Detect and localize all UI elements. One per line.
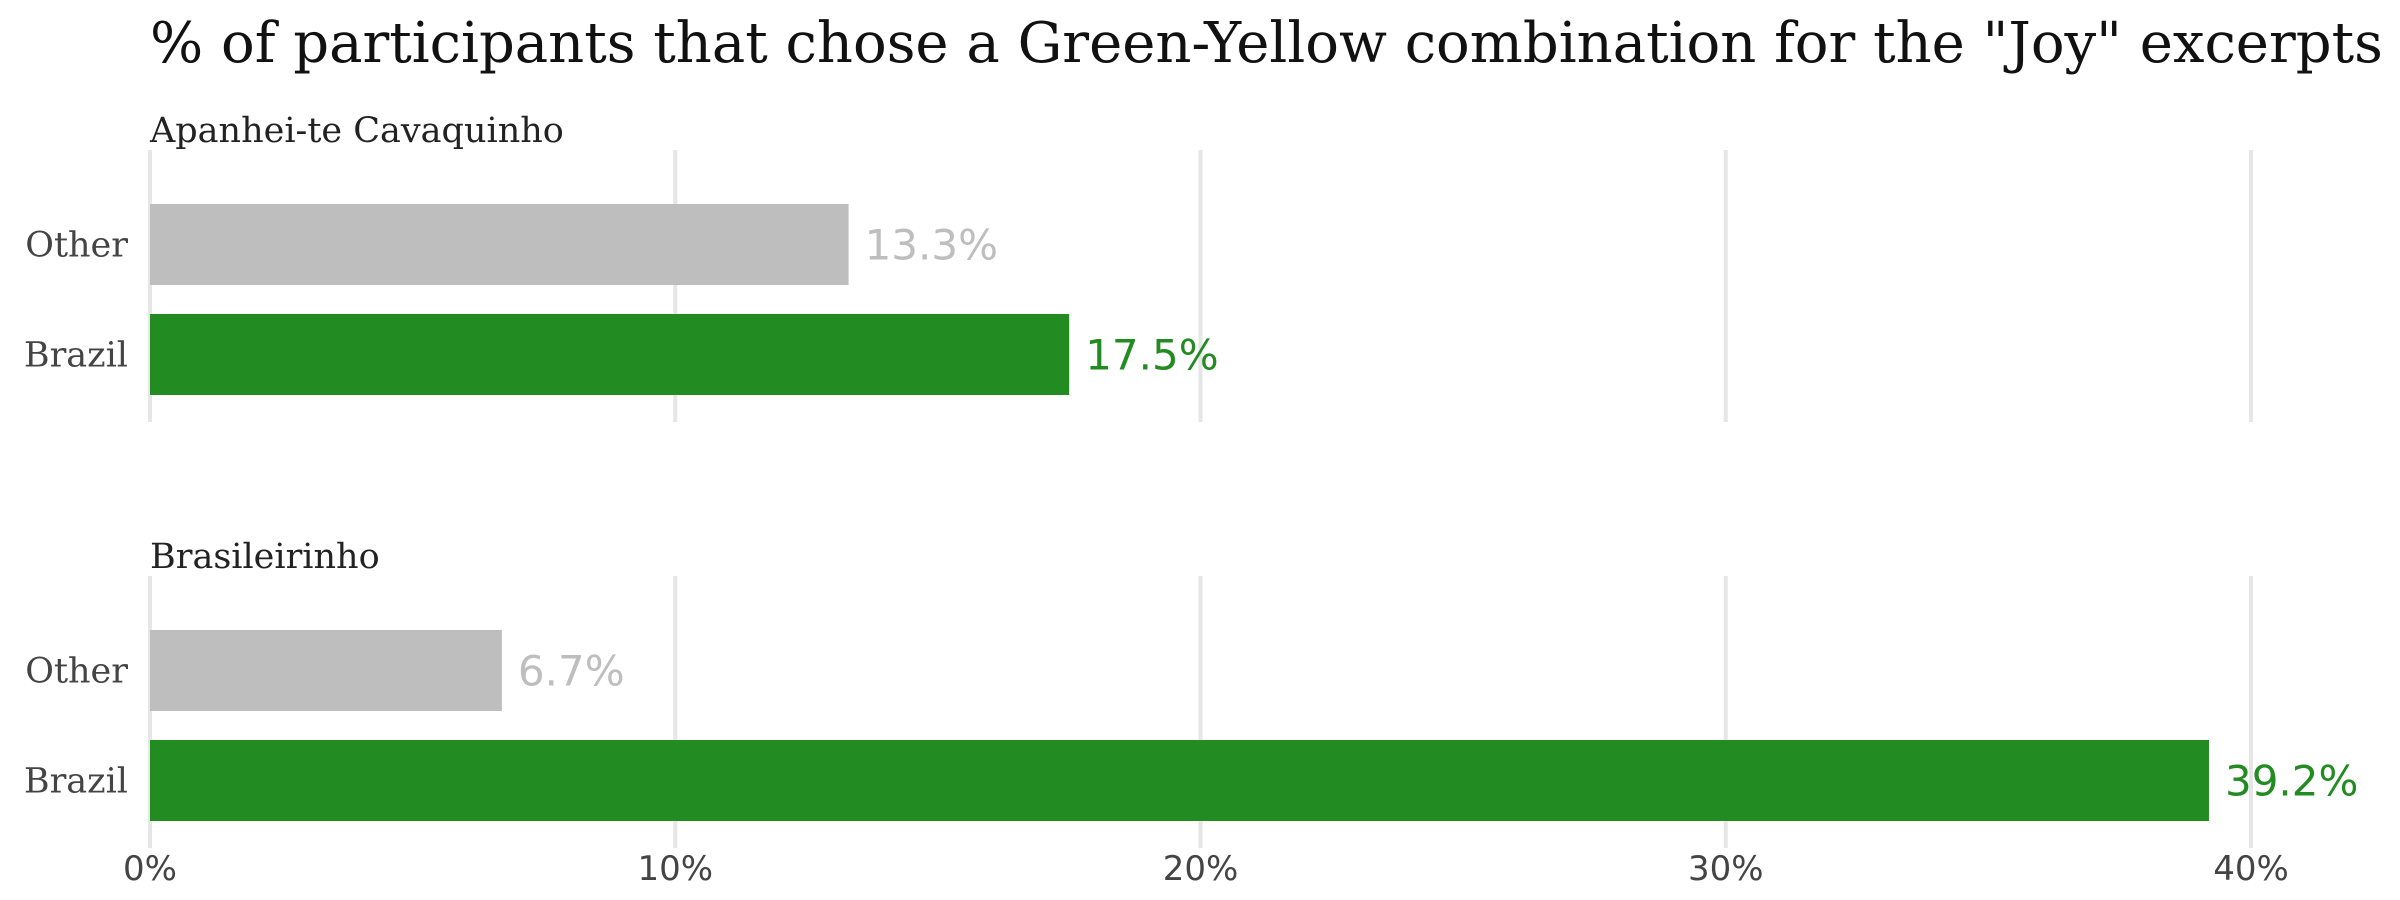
bar-other (150, 630, 502, 711)
data-label: 6.7% (518, 647, 625, 696)
facet-title: Apanhei-te Cavaquinho (149, 111, 564, 151)
data-label: 39.2% (2225, 757, 2358, 806)
facet-title: Brasileirinho (150, 537, 380, 577)
x-tick-label: 0% (123, 849, 177, 889)
category-label: Other (25, 652, 128, 692)
category-label: Brazil (24, 762, 128, 802)
category-label: Brazil (24, 336, 128, 376)
x-tick-label: 20% (1163, 849, 1239, 889)
x-tick-label: 30% (1688, 849, 1764, 889)
bar-brazil (150, 314, 1070, 395)
bar-other (150, 204, 849, 285)
chart-title: % of participants that chose a Green-Yel… (150, 11, 2383, 76)
plot-area: Apanhei-te Cavaquinho Other 13.3% Brazil 17.… (24, 111, 2359, 889)
bar-brazil (150, 740, 2209, 821)
data-label: 17.5% (1085, 331, 1218, 380)
x-tick-label: 40% (2213, 849, 2289, 889)
category-label: Other (25, 226, 128, 266)
data-label: 13.3% (865, 221, 998, 270)
x-tick-label: 10% (637, 849, 713, 889)
